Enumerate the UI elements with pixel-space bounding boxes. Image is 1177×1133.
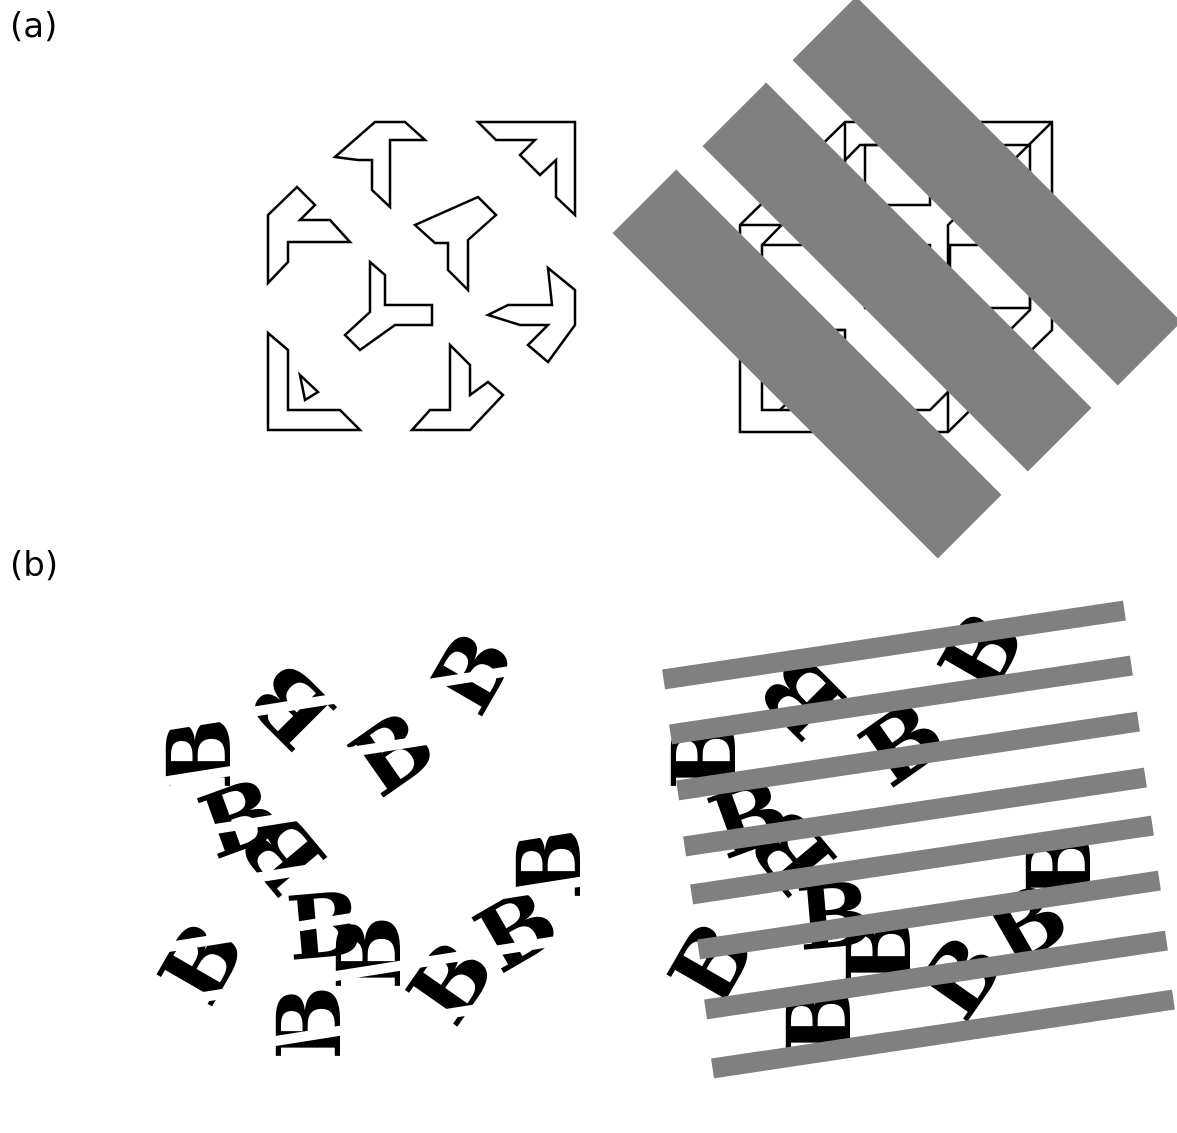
mask-strip <box>78 908 732 1022</box>
fragment-piece <box>412 195 498 294</box>
occluder-bar <box>612 169 1002 559</box>
fragmented-cube <box>266 120 577 432</box>
panel-a: (a) <box>10 0 1177 559</box>
occluder-bar <box>690 815 1154 905</box>
fragment-piece <box>484 265 577 364</box>
mask-strip <box>81 963 735 1077</box>
mask-strip <box>73 798 727 912</box>
occluder-bar <box>676 711 1140 801</box>
occluder-bar <box>702 82 1092 472</box>
fragment-piece <box>474 120 577 218</box>
occluder-bar <box>792 0 1177 386</box>
panel-a-label: (a) <box>10 6 57 46</box>
fragment-piece <box>343 259 434 352</box>
occluded-letters: B B B B B B B B B B B B B <box>648 594 1175 1079</box>
cube-outline <box>760 143 1032 412</box>
fragment-piece <box>409 341 505 432</box>
occluder-bar <box>662 600 1126 690</box>
occluder-bar <box>711 989 1175 1079</box>
fragment-piece <box>266 330 364 432</box>
occluded-cube <box>612 0 1177 559</box>
fragment-piece <box>266 185 353 287</box>
occluder-bar <box>704 930 1168 1020</box>
mask-strip <box>63 633 717 747</box>
panel-b-label: (b) <box>10 545 58 585</box>
occluder-bar <box>697 870 1161 960</box>
panel-b: (b) B B B B B B B B B B B B B <box>10 545 1175 1079</box>
occluder-bar <box>683 767 1147 857</box>
letter-fragment: B <box>257 986 361 1060</box>
occluder-bars <box>662 600 1175 1079</box>
fragment-piece <box>332 120 429 210</box>
occluder-bar <box>669 655 1133 745</box>
mask-strip <box>68 688 722 802</box>
mask-strip <box>75 853 729 967</box>
mask-strip <box>71 743 725 857</box>
fragmented-letters: B B B B B B B B B B B B B <box>63 614 735 1077</box>
